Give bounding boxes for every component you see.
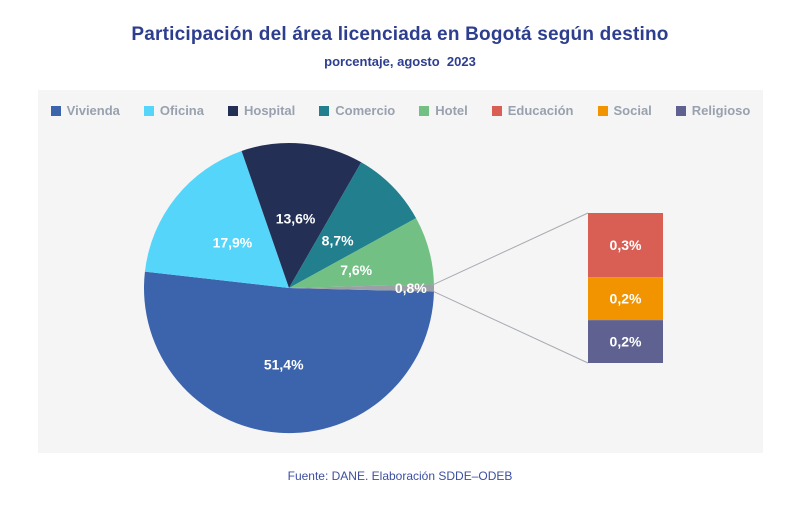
legend-label: Hospital — [243, 103, 296, 118]
legend-swatch-social — [597, 105, 608, 116]
legend-swatch-comercio — [319, 105, 330, 116]
legend-label: Educación — [507, 103, 574, 118]
pie-slice-hospital — [241, 142, 362, 288]
legend-item-educacion: Educación — [491, 103, 574, 118]
pie-slice-hotel — [289, 218, 434, 288]
legend-swatch-hospital — [227, 105, 238, 116]
pie-slice-value: 17,9% — [213, 235, 253, 251]
pie-chart-svg: 0,3% 0,2% 0,2% 51,4% 17,9% 13,6% 8,7% 7,6% 0,8% — [143, 142, 663, 434]
legend-item-oficina: Oficina — [143, 103, 204, 118]
legend-label: Religioso — [691, 103, 751, 118]
legend-item-social: Social — [597, 103, 652, 118]
callout-line-top — [433, 212, 589, 285]
pie-slice-value: 7,6% — [340, 262, 372, 278]
legend-item-religioso: Religioso — [675, 103, 751, 118]
pie-slice-educacion-social-religioso — [289, 284, 434, 292]
bar-segment-value: 0,2% — [610, 334, 642, 350]
pie-slice-comercio — [289, 162, 417, 288]
source-note: Fuente: DANE. Elaboración SDDE–ODEB — [287, 469, 513, 483]
pie-slice-value: 0,8% — [395, 280, 427, 296]
pie-slice-value: 13,6% — [276, 211, 316, 227]
legend-label: Social — [613, 103, 652, 118]
legend-swatch-religioso — [675, 105, 686, 116]
pie-slice-oficina — [144, 150, 289, 288]
legend-swatch-vivienda — [50, 105, 61, 116]
bar-segment-educacion — [588, 213, 663, 278]
legend-label: Vivienda — [66, 103, 120, 118]
legend-label: Oficina — [159, 103, 204, 118]
bar-segment-value: 0,3% — [610, 237, 642, 253]
bar-segment-social — [588, 277, 663, 321]
legend-swatch-oficina — [143, 105, 154, 116]
callout-line-bottom — [433, 291, 589, 364]
legend-label: Hotel — [435, 103, 468, 118]
page-subtitle: porcentaje, agosto 2023 — [324, 54, 476, 69]
page-title: Participación del área licenciada en Bog… — [131, 24, 669, 45]
legend-item-hotel: Hotel — [419, 103, 468, 118]
bar-segment-value: 0,2% — [610, 291, 642, 307]
legend-swatch-hotel — [419, 105, 430, 116]
legend-item-vivienda: Vivienda — [50, 103, 120, 118]
legend-swatch-educacion — [491, 105, 502, 116]
bar-segment-religioso — [588, 320, 663, 363]
pie-slice-value: 8,7% — [322, 232, 354, 248]
pie-slice-value: 51,4% — [264, 357, 304, 373]
pie-slice-vivienda — [143, 271, 434, 434]
legend-item-hospital: Hospital — [227, 103, 296, 118]
legend-item-comercio: Comercio — [319, 103, 395, 118]
chart-panel: 0,3% 0,2% 0,2% 51,4% 17,9% 13,6% 8,7% 7,6% 0,8% … — [38, 90, 763, 453]
chart-legend: Vivienda Oficina Hospital Comercio Hotel Educ… — [38, 103, 763, 118]
legend-label: Comercio — [335, 103, 396, 118]
